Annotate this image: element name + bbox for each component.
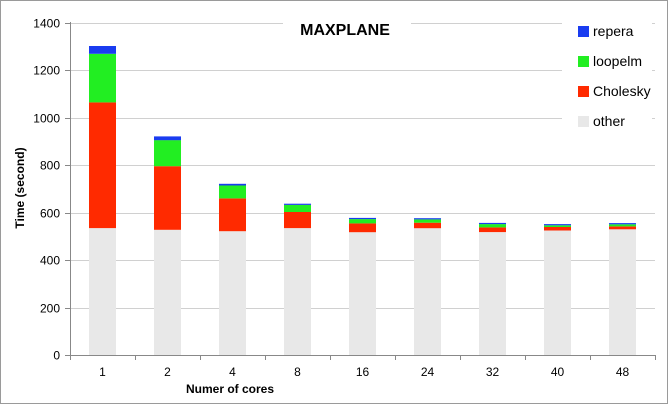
legend-background — [562, 20, 652, 146]
x-tick-label: 40 — [551, 365, 565, 379]
bar-segment-other — [544, 230, 571, 355]
bar-segment-cholesky — [479, 227, 506, 233]
y-tick-label: 600 — [40, 207, 60, 221]
bar-segment-repera — [414, 218, 441, 220]
y-tick-label: 1000 — [33, 112, 60, 126]
bar-segment-loopelm — [414, 219, 441, 223]
bar-segment-cholesky — [349, 223, 376, 233]
bar-segment-loopelm — [89, 53, 116, 103]
legend-label-other: other — [593, 113, 625, 129]
bar-segment-repera — [89, 46, 116, 54]
y-tick-label: 0 — [53, 349, 60, 363]
bar-segment-repera — [544, 224, 571, 226]
bars — [89, 46, 636, 355]
x-tick-label: 1 — [99, 365, 106, 379]
bar-segment-other — [284, 228, 311, 355]
bar-segment-loopelm — [544, 225, 571, 227]
x-tick-label: 48 — [616, 365, 630, 379]
bar-segment-other — [89, 228, 116, 355]
x-tick-label: 4 — [229, 365, 236, 379]
legend-label-repera: repera — [593, 23, 634, 39]
legend-swatch-other — [578, 116, 589, 127]
bar-segment-loopelm — [284, 204, 311, 212]
title-background — [283, 14, 411, 42]
bar-segment-repera — [154, 136, 181, 141]
x-tick-labels: 1 2 4 8 16 24 32 40 48 — [99, 365, 629, 379]
bar-segment-other — [414, 228, 441, 355]
bar-segment-other — [219, 231, 246, 355]
legend-swatch-loopelm — [578, 56, 589, 67]
bar-segment-cholesky — [609, 226, 636, 230]
y-tick-label: 1400 — [33, 17, 60, 31]
bar-segment-loopelm — [349, 219, 376, 224]
bar-segment-repera — [284, 203, 311, 205]
bar-segment-other — [479, 232, 506, 355]
chart-title: MAXPLANE — [300, 22, 390, 39]
bar-segment-other — [349, 232, 376, 355]
y-tick-label: 200 — [40, 302, 60, 316]
x-tick-label: 32 — [486, 365, 500, 379]
bar-segment-cholesky — [89, 102, 116, 229]
bar-segment-cholesky — [284, 212, 311, 229]
bar-segment-loopelm — [479, 224, 506, 228]
bar-segment-cholesky — [219, 198, 246, 232]
legend-swatch-repera — [578, 26, 589, 37]
y-tick-labels: 0 200 400 600 800 1000 1200 1400 — [33, 17, 60, 363]
bar-segment-repera — [479, 222, 506, 225]
x-axis-title: Numer of cores — [186, 382, 274, 396]
bar-segment-repera — [609, 223, 636, 225]
y-tick-label: 1200 — [33, 64, 60, 78]
x-tick-label: 2 — [164, 365, 171, 379]
legend: repera loopelm Cholesky other — [562, 20, 652, 146]
bar-segment-loopelm — [154, 140, 181, 167]
legend-swatch-cholesky — [578, 86, 589, 97]
bar-segment-loopelm — [219, 185, 246, 199]
bar-segment-cholesky — [154, 166, 181, 230]
bar-segment-other — [609, 229, 636, 355]
bar-segment-loopelm — [609, 224, 636, 227]
bar-segment-cholesky — [414, 222, 441, 229]
bar-segment-repera — [349, 217, 376, 220]
axes — [65, 22, 656, 360]
x-tick-label: 16 — [356, 365, 370, 379]
bar-segment-other — [154, 229, 181, 355]
legend-label-cholesky: Cholesky — [593, 83, 651, 99]
y-axis-title: Time (second) — [13, 147, 27, 228]
bar-segment-repera — [219, 183, 246, 186]
x-tick-label: 8 — [294, 365, 301, 379]
legend-label-loopelm: loopelm — [593, 53, 642, 69]
y-tick-label: 800 — [40, 159, 60, 173]
bar-segment-cholesky — [544, 226, 571, 231]
x-tick-label: 24 — [421, 365, 435, 379]
y-tick-label: 400 — [40, 254, 60, 268]
